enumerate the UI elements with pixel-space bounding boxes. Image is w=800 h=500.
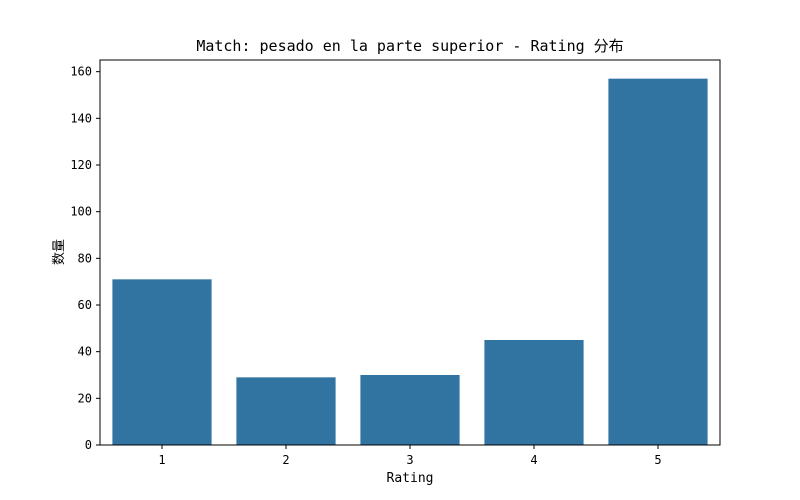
- y-tick-label: 140: [70, 111, 92, 125]
- y-tick-label: 20: [78, 391, 92, 405]
- x-tick-label: 4: [530, 453, 537, 467]
- y-tick-label: 0: [85, 438, 92, 452]
- y-tick-label: 160: [70, 65, 92, 79]
- y-tick-label: 60: [78, 298, 92, 312]
- x-tick-label: 1: [158, 453, 165, 467]
- bar-rating-5: [608, 78, 708, 446]
- bar-rating-2: [236, 377, 336, 445]
- chart-title: Match: pesado en la parte superior - Rat…: [196, 37, 623, 55]
- bars-group: [112, 78, 708, 446]
- y-axis-label: 数量: [52, 239, 67, 265]
- y-tick-label: 40: [78, 345, 92, 359]
- y-tick-label: 120: [70, 158, 92, 172]
- y-tick-label: 100: [70, 205, 92, 219]
- x-tick-label: 5: [654, 453, 661, 467]
- x-axis-ticks: 1 2 3 4 5: [158, 445, 662, 467]
- bar-rating-4: [484, 340, 584, 445]
- x-tick-label: 2: [282, 453, 289, 467]
- bar-rating-1: [112, 279, 212, 445]
- y-axis-ticks: 0 20 40 60 80 100 120 140 160: [70, 65, 100, 452]
- x-axis-label: Rating: [387, 471, 434, 486]
- plot-frame: [99, 59, 721, 446]
- y-tick-label: 80: [78, 251, 92, 265]
- x-tick-label: 3: [406, 453, 413, 467]
- bar-rating-3: [360, 375, 460, 445]
